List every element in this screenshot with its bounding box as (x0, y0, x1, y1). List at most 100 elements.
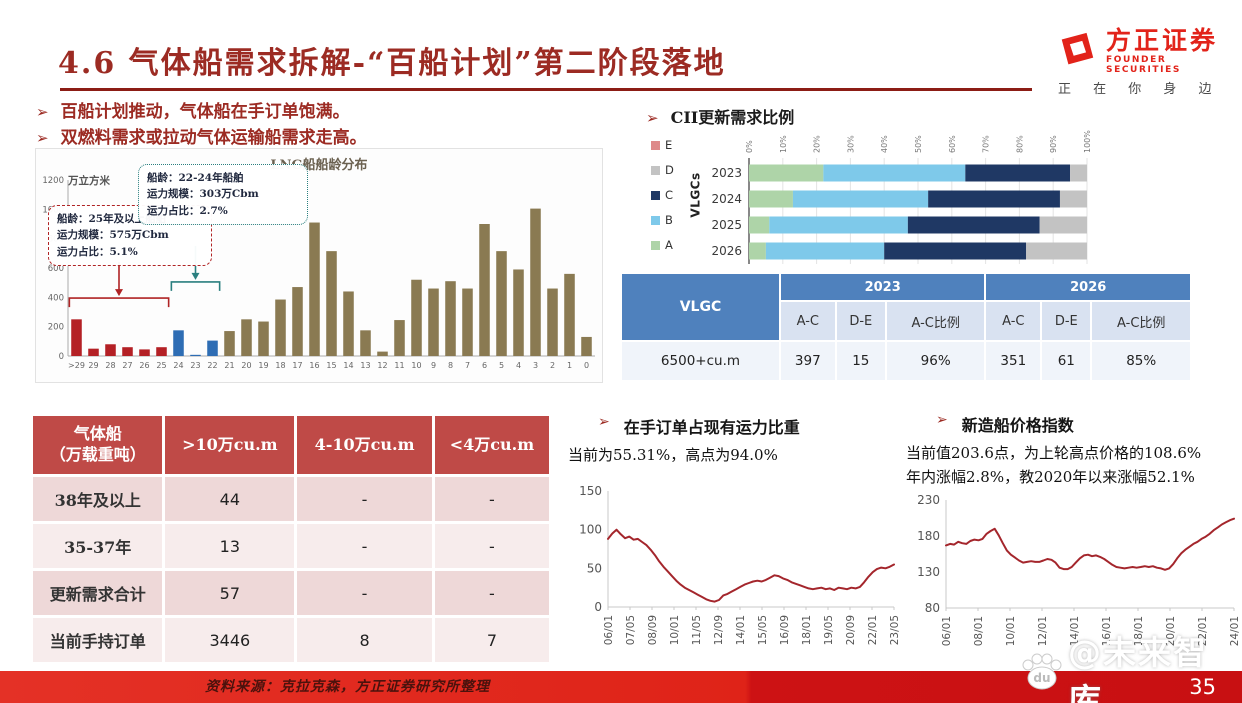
baidu-paw-icon: du (1020, 652, 1064, 696)
price-index-line1: 当前值203.6点，为上轮高点价格的108.6% (906, 444, 1202, 462)
x-tick-label: 28 (105, 361, 115, 370)
x-tick-label: 10 (411, 361, 421, 370)
age-bar (105, 344, 116, 356)
x-tick-label: 20/09 (845, 615, 857, 645)
x-tick-label: 25 (156, 361, 166, 370)
gas-table-header: 气体船 （万载重吨） (33, 416, 163, 474)
vlgc-sub-header: D-E (1042, 302, 1091, 340)
vlgc-data-cell: 351 (986, 342, 1041, 380)
age-bar (139, 349, 150, 356)
legend-swatch (651, 165, 660, 175)
y-tick-label: 230 (917, 493, 940, 507)
cii-bar-segment (749, 164, 824, 182)
legend-item: D (651, 163, 674, 177)
y-tick-label: 0 (59, 352, 64, 362)
cii-bar-segment (765, 242, 885, 260)
cii-bar-segment (965, 164, 1071, 182)
logo-name-en: FOUNDER SECURITIES (1106, 55, 1181, 75)
age-bar (309, 222, 320, 356)
x-tick-label: 18 (275, 361, 285, 370)
watermark: du @未来智库 (1020, 626, 1242, 703)
x-tick-label: 17 (292, 361, 302, 370)
bullet-arrow-icon: ➢ (598, 414, 610, 430)
bullet-2: ➢ 双燃料需求或拉动气体运输船需求走高。 (36, 129, 367, 148)
annotation-line: 运力规模：303万Cbm (147, 188, 259, 201)
bullet-2-text: 双燃料需求或拉动气体运输船需求走高。 (60, 128, 367, 148)
gas-data-cell: - (297, 524, 432, 568)
age-bar (156, 347, 167, 356)
gas-ship-table: 气体船 （万载重吨） >10万cu.m 4-10万cu.m <4万cu.m 38年及以上… (30, 413, 552, 665)
cii-category-label: 2025 (711, 218, 742, 232)
x-tick-label: 18/01 (1133, 616, 1145, 646)
cii-bar-segment (749, 216, 770, 234)
cii-bar-segment (1039, 216, 1087, 234)
age-bar (173, 330, 184, 356)
cii-title: CII更新需求比例 (670, 108, 795, 127)
cii-bar-segment (907, 216, 1040, 234)
gas-table-header: <4万cu.m (434, 416, 549, 474)
x-tick-label: 16 (309, 361, 319, 370)
x-tick-label: 3 (533, 361, 538, 370)
annotation-line: 船龄：22-24年船舶 (147, 172, 244, 184)
lng-age-chart-title: LNG船船龄分布 (270, 158, 368, 173)
x-tick-label: 50% (914, 135, 923, 153)
vlgc-table: VLGC 2023 2026 A-C D-E A-C比例 A-C D-E A-C比例 6500+c… (620, 272, 1192, 382)
cii-section-bullet: ➢ CII更新需求比例 (646, 109, 794, 127)
gas-table-header: 4-10万cu.m (297, 416, 432, 474)
gas-data-cell: 3446 (165, 618, 295, 662)
x-tick-label: 60% (948, 135, 957, 153)
x-tick-label: 2 (550, 361, 555, 370)
vlgc-sub-header: A-C比例 (1092, 302, 1190, 340)
age-bar (394, 320, 405, 356)
price-index-line2: 年内涨幅2.8%，教2020年以来涨幅52.1% (906, 468, 1195, 486)
source-note: 资料来源：克拉克森，方正证券研究所整理 (205, 679, 490, 695)
x-tick-label: 10/01 (1005, 616, 1017, 646)
x-tick-label: 12/09 (713, 615, 725, 645)
gas-data-cell: 8 (297, 618, 432, 662)
x-tick-label: 90% (1049, 135, 1058, 153)
data-line (945, 517, 1235, 571)
cii-category-label: 2024 (711, 192, 742, 206)
price-index-block: ➢ 新造船价格指数 当前值203.6点，为上轮高点价格的108.6% 年内涨幅2… (906, 412, 1242, 487)
lng-age-chart-panel: LNG船船龄分布 万立方米 020040060080010001200>2929… (35, 148, 603, 383)
gas-data-cell: - (434, 571, 549, 615)
arrowhead-icon (115, 289, 123, 297)
cii-category-label: 2023 (711, 166, 742, 180)
x-tick-label: 11 (394, 361, 404, 370)
y-tick-label: 200 (48, 323, 64, 333)
x-tick-label: 14/01 (735, 615, 747, 645)
age-bar (445, 281, 456, 356)
gas-data-cell: - (297, 571, 432, 615)
age-bar (547, 288, 558, 356)
x-tick-label: 23/05 (889, 615, 901, 645)
x-tick-label: 20 (241, 361, 251, 370)
vlgc-data-cell: 6500+cu.m (622, 342, 779, 380)
vlgc-data-cell: 397 (780, 342, 835, 380)
price-index-title: 新造船价格指数 (961, 416, 1074, 435)
x-tick-label: 21 (224, 361, 234, 370)
age-bar (71, 319, 82, 356)
arrowhead-icon (191, 272, 200, 280)
age-bar (343, 291, 354, 356)
x-tick-label: 0 (584, 361, 589, 370)
x-tick-label: 06/01 (941, 616, 953, 646)
cii-bar-segment (749, 242, 766, 260)
x-tick-label: 10% (779, 135, 788, 153)
vlgc-sub-header: A-C (780, 302, 835, 340)
gas-table-header: >10万cu.m (165, 416, 295, 474)
age-bar (496, 251, 507, 356)
page-title: 4.6 气体船需求拆解-“百船计划”第二阶段落地 (58, 46, 726, 81)
x-tick-label: 4 (516, 361, 521, 370)
annotation-line: 运力占比：5.1% (57, 245, 138, 258)
x-tick-label: >29 (68, 361, 85, 370)
x-tick-label: 22/01 (867, 615, 879, 645)
gas-data-cell: - (434, 477, 549, 521)
age-bar (258, 321, 269, 356)
logo-name-cn: 方正证券 (1106, 26, 1219, 55)
x-tick-label: 18/01 (801, 615, 813, 645)
x-tick-label: 0% (745, 140, 754, 153)
x-tick-label: 12 (377, 361, 387, 370)
x-tick-label: 26 (139, 361, 149, 370)
